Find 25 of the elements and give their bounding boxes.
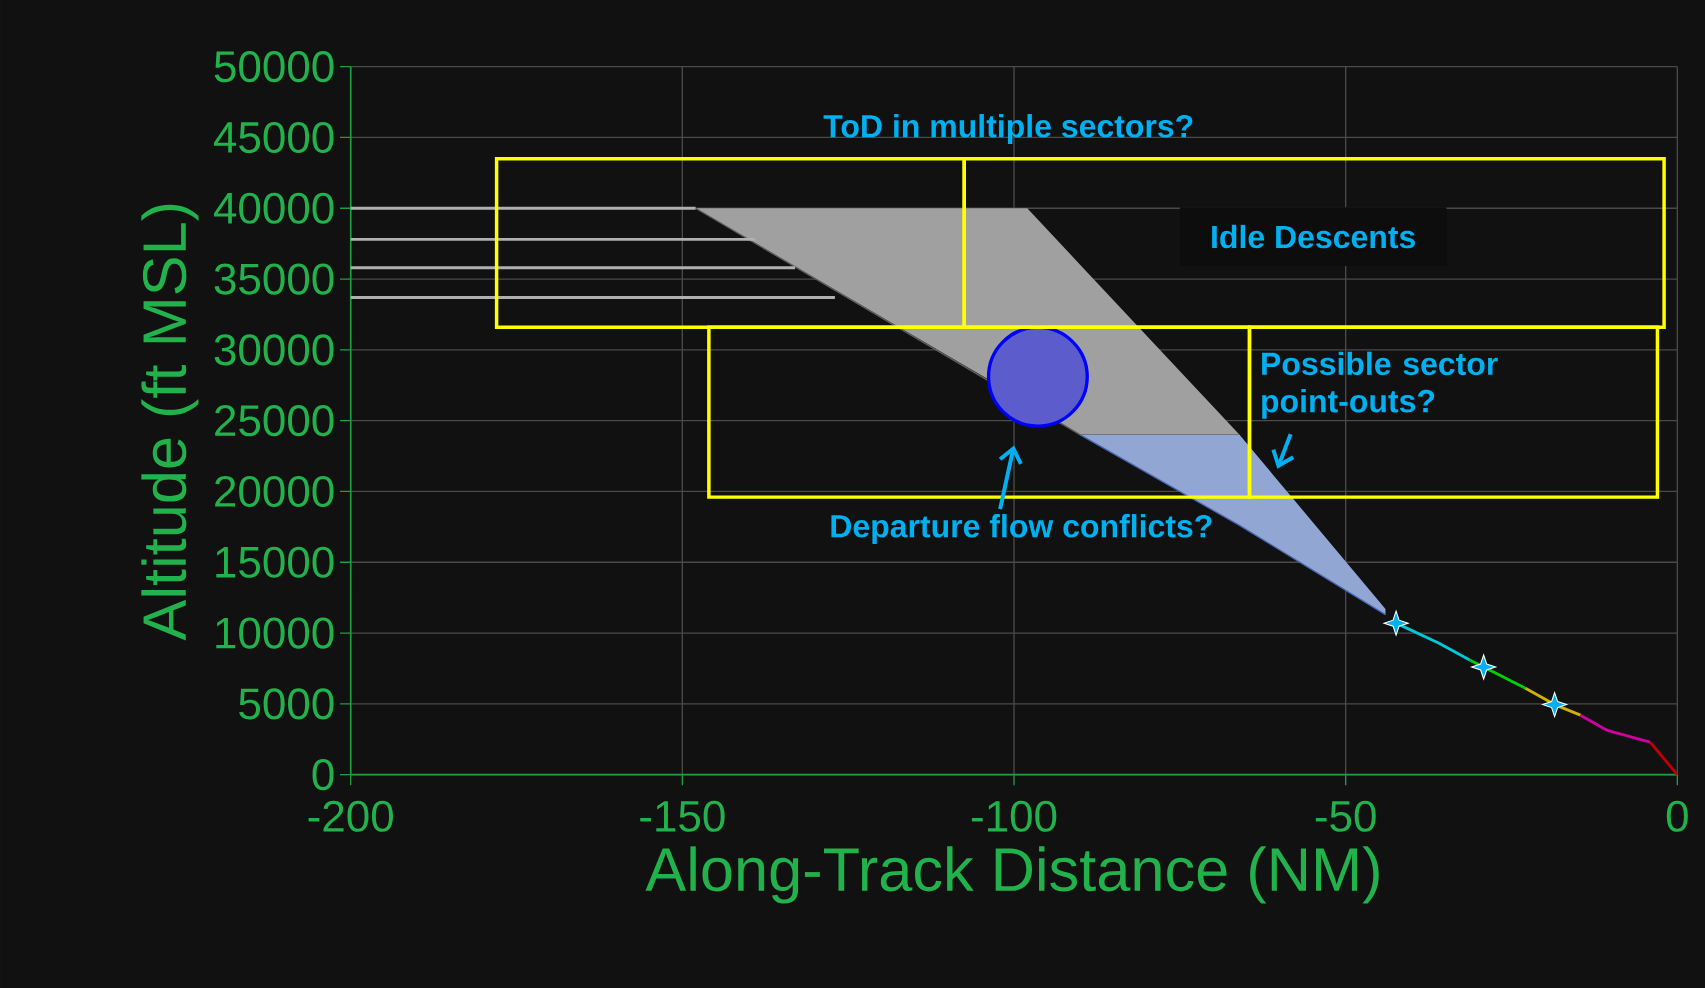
y-tick-label: 15000 xyxy=(216,546,334,578)
y-tick-label: 45000 xyxy=(213,121,334,154)
annotation: Idle Descents xyxy=(1212,224,1415,249)
y-tick-label: 0 xyxy=(312,759,334,791)
point xyxy=(1542,692,1568,718)
point xyxy=(1383,610,1409,636)
point xyxy=(1471,654,1497,680)
annotation: ToD in multiple sectors? xyxy=(823,114,1193,144)
y-tick-label: 50000 xyxy=(214,51,334,83)
y-tick-label: 20000 xyxy=(215,475,334,508)
annotation: Possible sector point-outs? xyxy=(1262,351,1498,419)
x-tick-label: 0 xyxy=(1666,800,1688,832)
x-axis-title: Along-Track Distance (NM) xyxy=(645,846,1379,904)
x-tick-label: -200 xyxy=(308,800,393,832)
x-tick-label: -150 xyxy=(640,800,725,832)
y-tick-label: 40000 xyxy=(213,192,334,224)
x-tick-label: -100 xyxy=(971,800,1057,832)
y-tick-label: 10000 xyxy=(216,617,334,649)
y-tick-label: 30000 xyxy=(214,334,334,366)
y-tick-label: 25000 xyxy=(215,405,334,437)
y-tick-label: 5000 xyxy=(239,688,334,720)
y-axis-title: Altitude (ft MSL) xyxy=(141,204,199,641)
y-tick-label: 35000 xyxy=(214,263,334,295)
annotation: Departure flow conflicts? xyxy=(831,514,1212,544)
x-tick-label: -50 xyxy=(1315,800,1376,832)
